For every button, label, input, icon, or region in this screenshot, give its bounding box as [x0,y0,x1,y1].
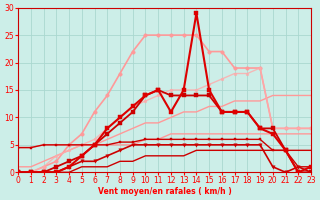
X-axis label: Vent moyen/en rafales ( km/h ): Vent moyen/en rafales ( km/h ) [98,187,231,196]
